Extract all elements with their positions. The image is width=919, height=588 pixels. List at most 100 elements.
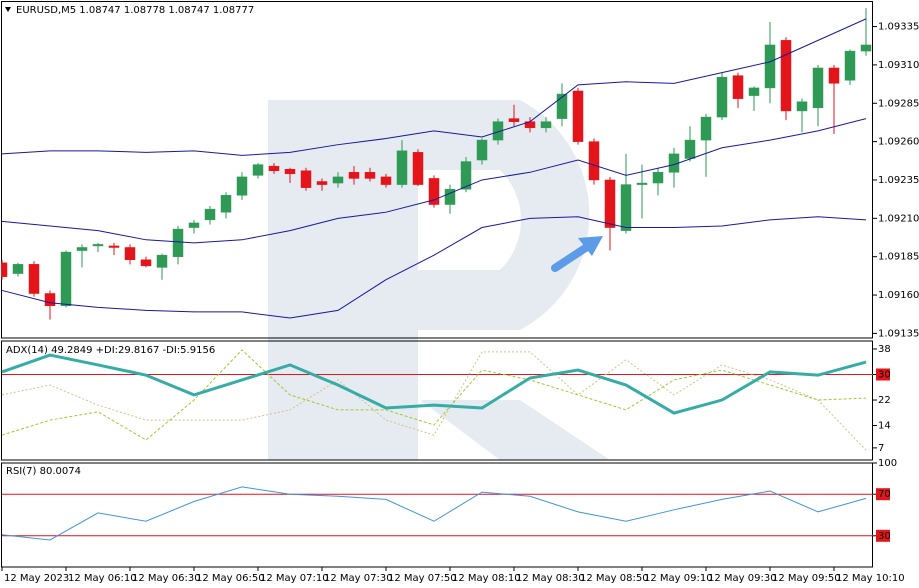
main-title: EURUSD,M5 1.08747 1.08778 1.08747 1.0877… bbox=[16, 5, 254, 16]
y-tick-label: 1.09335 bbox=[878, 22, 919, 33]
y-tick-label: 1.09285 bbox=[878, 98, 919, 109]
x-tick-label: 12 May 09:50 bbox=[772, 573, 841, 584]
x-tick-label: 12 May 09:10 bbox=[644, 573, 713, 584]
candle-body bbox=[124, 247, 136, 261]
watermark-bowl bbox=[418, 100, 590, 330]
candle-body bbox=[732, 75, 744, 99]
candle-body bbox=[460, 161, 472, 190]
y-tick-label: 1.09235 bbox=[878, 175, 919, 186]
y-tick-label: 1.09160 bbox=[878, 290, 919, 301]
candle-body bbox=[620, 184, 632, 231]
candle-body bbox=[812, 67, 824, 109]
candle-body bbox=[172, 228, 184, 257]
candle-body bbox=[508, 118, 520, 122]
indicator-line bbox=[1, 353, 867, 415]
indicator-line bbox=[1, 18, 867, 156]
candle-body bbox=[860, 44, 872, 52]
y-tick-label: 100 bbox=[878, 458, 897, 469]
y-tick-label: 70 bbox=[878, 489, 891, 500]
y-tick-label: 1.09185 bbox=[878, 252, 919, 263]
main-panel bbox=[1, 1, 873, 339]
candle-body bbox=[828, 67, 840, 84]
menu-triangle bbox=[5, 7, 11, 12]
rsi-title: RSI(7) 80.0074 bbox=[6, 466, 81, 477]
x-tick-label: 12 May 06:50 bbox=[196, 573, 265, 584]
candle-body bbox=[220, 195, 232, 213]
candle-body bbox=[92, 244, 104, 247]
candle-body bbox=[316, 181, 328, 185]
candle-body bbox=[604, 179, 616, 228]
candle-body bbox=[748, 87, 760, 96]
candle-body bbox=[188, 222, 200, 228]
candle-body bbox=[412, 152, 424, 185]
candle-body bbox=[204, 208, 216, 221]
y-tick-label: 1.09260 bbox=[878, 137, 919, 148]
x-tick-label: 12 May 07:50 bbox=[388, 573, 457, 584]
watermark bbox=[268, 100, 610, 460]
x-tick-label: 12 May 08:10 bbox=[452, 573, 521, 584]
y-tick-label: 7 bbox=[878, 443, 884, 454]
level-label-box bbox=[876, 368, 890, 381]
x-tick-label: 12 May 06:30 bbox=[132, 573, 201, 584]
candle-body bbox=[652, 172, 664, 184]
candle-body bbox=[444, 188, 456, 205]
x-tick-label: 12 May 07:10 bbox=[260, 573, 329, 584]
x-tick-label: 12 May 06:10 bbox=[68, 573, 137, 584]
x-tick-label: 12 May 10:10 bbox=[836, 573, 905, 584]
candle-body bbox=[44, 293, 56, 307]
candle-body bbox=[764, 44, 776, 89]
candle-body bbox=[380, 176, 392, 185]
plot-area bbox=[1, 8, 872, 320]
candle-body bbox=[252, 164, 264, 176]
candle-body bbox=[796, 101, 808, 112]
candle-body bbox=[364, 172, 376, 179]
x-tick-label: 12 May 07:30 bbox=[324, 573, 393, 584]
adx-panel bbox=[1, 340, 873, 461]
y-tick-label: 30 bbox=[878, 369, 891, 380]
plot-area bbox=[1, 486, 873, 541]
arrow-shaft bbox=[551, 241, 594, 272]
candle-body bbox=[540, 121, 552, 129]
y-tick-label: 38 bbox=[878, 344, 891, 355]
candle-body bbox=[76, 247, 88, 251]
candle-body bbox=[492, 121, 504, 141]
indicator-line bbox=[1, 118, 867, 244]
candle-body bbox=[684, 139, 696, 159]
candle-body bbox=[268, 165, 280, 172]
candle-body bbox=[236, 176, 248, 196]
candle-body bbox=[28, 264, 40, 294]
y-tick-label: 1.09310 bbox=[878, 60, 919, 71]
y-tick-label: 1.09210 bbox=[878, 213, 919, 224]
indicator-line bbox=[1, 216, 867, 319]
watermark-stem bbox=[268, 100, 418, 460]
level-label-box bbox=[876, 529, 890, 542]
x-tick-label: 12 May 2023 bbox=[4, 573, 69, 584]
arrow-head bbox=[578, 236, 603, 256]
watermark-leg bbox=[420, 400, 610, 460]
indicator-line bbox=[1, 486, 867, 541]
candle-body bbox=[700, 116, 712, 141]
candle-body bbox=[140, 259, 152, 267]
candle-body bbox=[636, 182, 648, 185]
candle-body bbox=[780, 40, 792, 112]
x-tick-label: 12 May 08:30 bbox=[516, 573, 585, 584]
candle-body bbox=[348, 172, 360, 179]
rsi-panel bbox=[1, 462, 873, 568]
indicator-line bbox=[1, 349, 867, 441]
y-tick-label: 1.09135 bbox=[878, 328, 919, 339]
candle-body bbox=[556, 93, 568, 119]
candle-body bbox=[1, 262, 8, 277]
candle-body bbox=[12, 264, 24, 274]
candle-body bbox=[60, 251, 72, 307]
candle-body bbox=[428, 178, 440, 205]
candle-body bbox=[284, 168, 296, 175]
x-tick-label: 12 May 09:30 bbox=[708, 573, 777, 584]
candle-body bbox=[396, 150, 408, 185]
adx-title: ADX(14) 49.2849 +DI:29.8167 -DI:5.9156 bbox=[6, 345, 215, 356]
candle-body bbox=[844, 50, 856, 81]
x-tick-label: 12 May 08:50 bbox=[580, 573, 649, 584]
candle-body bbox=[108, 245, 120, 248]
candle-body bbox=[156, 254, 168, 268]
candle-body bbox=[300, 170, 312, 188]
